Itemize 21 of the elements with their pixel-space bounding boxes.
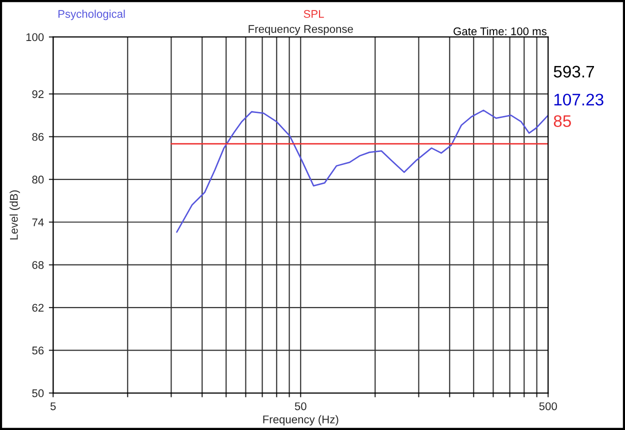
y-tick-label: 92 <box>32 90 44 98</box>
y-tick-label: 100 <box>26 33 44 42</box>
y-tick-label: 68 <box>32 261 44 269</box>
text: SPL <box>304 10 324 18</box>
text: 107.23 <box>554 94 604 106</box>
y-tick-label: 50 <box>32 389 44 398</box>
y-tick-label: 62 <box>32 304 44 312</box>
text: Gate Time: 100 ms <box>454 27 546 36</box>
y-tick-label: 56 <box>32 346 44 354</box>
x-axis-title: Frequency (Hz) <box>263 415 338 426</box>
y-tick-label: 74 <box>32 218 44 226</box>
text: 593.7 <box>554 66 594 78</box>
x-tick-label: 5 <box>50 402 56 410</box>
x-tick-label: 500 <box>539 402 557 410</box>
y-tick-label: 86 <box>32 132 44 141</box>
y-tick-label: 80 <box>32 176 44 184</box>
x-tick-label: 50 <box>294 402 306 410</box>
text: Psychological <box>58 10 125 20</box>
y-axis-title: Level (dB) <box>10 190 20 240</box>
chart-title: Frequency Response <box>248 25 353 36</box>
text: 85 <box>554 115 571 128</box>
